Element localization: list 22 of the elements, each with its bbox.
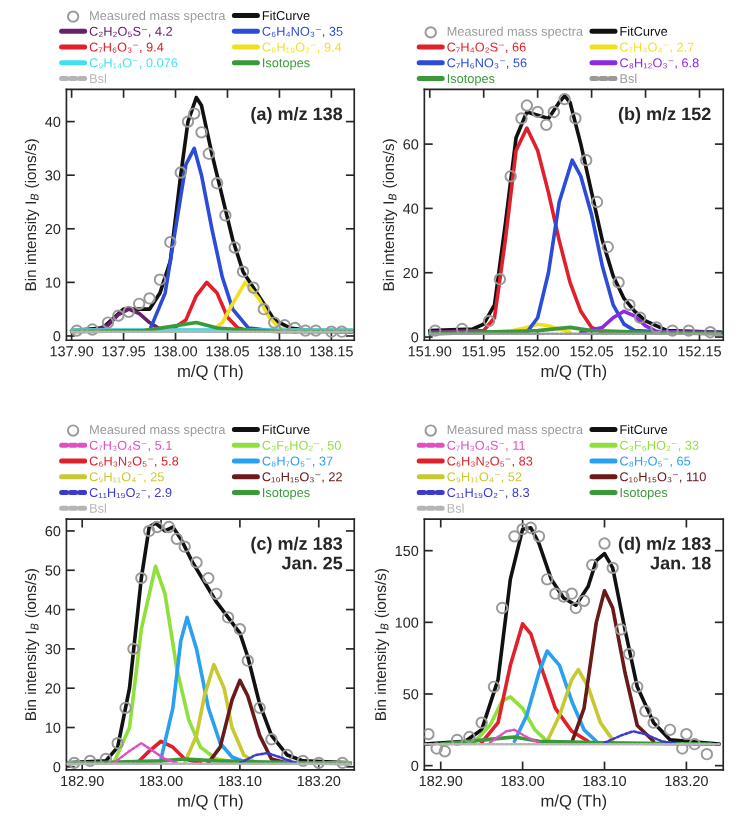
line-series — [112, 741, 179, 765]
annotation: (a) m/z 138 — [251, 107, 343, 124]
line-series — [159, 615, 250, 765]
line-series — [135, 739, 203, 765]
line-series — [603, 730, 680, 746]
x-axis-title: m/Q (Th) — [541, 794, 607, 811]
line-series — [206, 678, 290, 765]
line-series — [488, 728, 541, 744]
annotation: (b) m/z 152 — [618, 107, 711, 124]
line-series — [479, 621, 590, 745]
line-series — [569, 589, 656, 745]
line-series — [512, 649, 599, 744]
line-series — [424, 525, 721, 746]
line-series — [579, 309, 680, 335]
annotation: (d) m/z 183 Jan. 18 — [618, 536, 711, 570]
x-axis-title: m/Q (Th) — [178, 794, 243, 811]
line-series — [471, 695, 549, 745]
annotation: (c) m/z 183 Jan. 25 — [251, 536, 343, 570]
line-series — [545, 667, 615, 744]
x-axis-title: m/Q (Th) — [541, 364, 607, 381]
line-series — [182, 662, 258, 765]
x-axis-title: m/Q (Th) — [178, 364, 243, 381]
